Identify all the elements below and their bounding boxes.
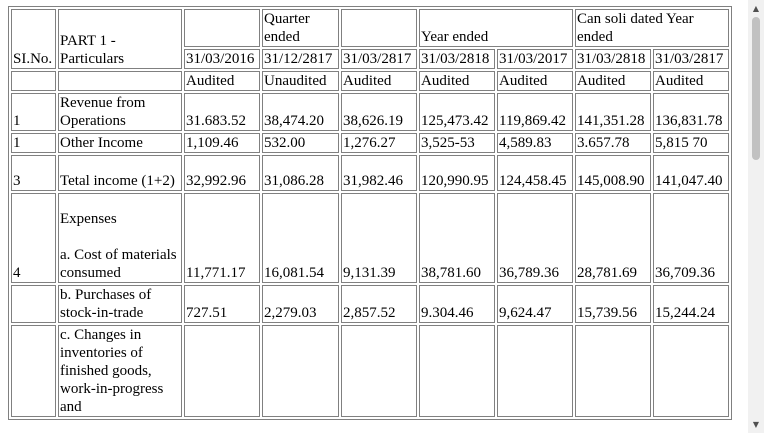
header-consolidated-year-ended: Can soli dated Year ended (575, 9, 729, 47)
value-cell: 36,789.36 (497, 193, 573, 283)
value-cell: 15,244.24 (653, 285, 729, 323)
value-cell: 119,869.42 (497, 93, 573, 131)
value-cell: 1,109.46 (184, 133, 260, 153)
value-cell: 141,351.28 (575, 93, 651, 131)
table-row: b. Purchases of stock-in-trade 727.51 2,… (11, 285, 729, 323)
value-cell: 141,047.40 (653, 155, 729, 191)
table-row: 4 Expenses a. Cost of materials consumed… (11, 193, 729, 283)
date-cell: 31/03/2016 (184, 49, 260, 69)
audit-status: Audited (575, 71, 651, 91)
value-cell (419, 325, 495, 417)
row-number: 1 (11, 133, 56, 153)
row-number-cell: 4 (11, 193, 56, 283)
value-cell: 136,831.78 (653, 93, 729, 131)
date-cell: 31/03/2817 (653, 49, 729, 69)
row-label: b. Purchases of stock-in-trade (58, 285, 182, 323)
row-label-cell: Expenses a. Cost of materials consumed (58, 193, 182, 283)
audit-status: Unaudited (262, 71, 339, 91)
value-cell: 145,008.90 (575, 155, 651, 191)
date-cell: 31/03/2818 (419, 49, 495, 69)
table-row: 3 Tetal income (1+2) 32,992.96 31,086.28… (11, 155, 729, 191)
value-cell: 1,276.27 (341, 133, 417, 153)
value-cell: 3,525-53 (419, 133, 495, 153)
date-cell: 31/12/2817 (262, 49, 339, 69)
document-viewport: SI.No. PART 1 - Particulars Quarter ende… (8, 6, 732, 420)
value-cell: 124,458.45 (497, 155, 573, 191)
value-cell (575, 325, 651, 417)
date-cell: 31/03/2817 (341, 49, 417, 69)
vertical-scrollbar[interactable]: ▲ ▼ (748, 0, 764, 433)
value-cell: 31,982.46 (341, 155, 417, 191)
row-label: Revenue from Operations (58, 93, 182, 131)
scrollbar-thumb[interactable] (752, 17, 760, 160)
value-cell: 11,771.17 (184, 193, 260, 283)
header-row-groups: SI.No. PART 1 - Particulars Quarter ende… (11, 9, 729, 69)
value-cell: 2,857.52 (341, 285, 417, 323)
date-cell: 31/03/2818 (575, 49, 651, 69)
value-cell: 32,992.96 (184, 155, 260, 191)
value-cell: 9,131.39 (341, 193, 417, 283)
value-cell: 125,473.42 (419, 93, 495, 131)
value-cell: 4,589.83 (497, 133, 573, 153)
table-row: 1 Revenue from Operations 31.683.52 38,4… (11, 93, 729, 131)
row-number: 1 (11, 93, 56, 131)
value-cell: 31.683.52 (184, 93, 260, 131)
expenses-heading: Expenses (60, 211, 117, 227)
value-cell: 120,990.95 (419, 155, 495, 191)
value-cell (653, 325, 729, 417)
value-cell: 9.304.46 (419, 285, 495, 323)
value-cell: 15,739.56 (575, 285, 651, 323)
value-cell: 2,279.03 (262, 285, 339, 323)
value-cell: 3.657.78 (575, 133, 651, 153)
value-cell: 727.51 (184, 285, 260, 323)
value-cell: 38,474.20 (262, 93, 339, 131)
value-cell (341, 325, 417, 417)
audit-status: Audited (184, 71, 260, 91)
header-empty (341, 9, 417, 47)
value-cell: 38,626.19 (341, 93, 417, 131)
value-cell: 31,086.28 (262, 155, 339, 191)
row-number (11, 325, 56, 417)
value-cell: 532.00 (262, 133, 339, 153)
row-label: a. Cost of materials consumed (60, 247, 177, 281)
value-cell: 5,815 70 (653, 133, 729, 153)
empty-cell (58, 71, 182, 91)
value-cell: 38,781.60 (419, 193, 495, 283)
header-particulars: PART 1 - Particulars (58, 9, 182, 69)
audit-status: Audited (341, 71, 417, 91)
audit-status: Audited (497, 71, 573, 91)
header-row-audit: Audited Unaudited Audited Audited Audite… (11, 71, 729, 91)
row-number (11, 285, 56, 323)
row-label: Other Income (58, 133, 182, 153)
scroll-down-arrow-icon[interactable]: ▼ (752, 420, 760, 429)
row-label: c. Changes in inventories of finished go… (58, 325, 182, 417)
value-cell: 16,081.54 (262, 193, 339, 283)
financial-results-table: SI.No. PART 1 - Particulars Quarter ende… (8, 6, 732, 420)
row-label: Tetal income (1+2) (58, 155, 182, 191)
row-number: 4 (13, 265, 21, 281)
row-number: 3 (11, 155, 56, 191)
value-cell (184, 325, 260, 417)
audit-status: Audited (653, 71, 729, 91)
audit-status: Audited (419, 71, 495, 91)
header-empty (184, 9, 260, 47)
header-year-ended: Year ended (419, 9, 573, 47)
table-row: 1 Other Income 1,109.46 532.00 1,276.27 … (11, 133, 729, 153)
header-row-dates: 31/03/2016 31/12/2817 31/03/2817 31/03/2… (11, 49, 729, 69)
date-cell: 31/03/2017 (497, 49, 573, 69)
value-cell (497, 325, 573, 417)
header-slno: SI.No. (11, 9, 56, 69)
value-cell: 36,709.36 (653, 193, 729, 283)
empty-cell (11, 71, 56, 91)
table-row: c. Changes in inventories of finished go… (11, 325, 729, 417)
value-cell: 9,624.47 (497, 285, 573, 323)
value-cell: 28,781.69 (575, 193, 651, 283)
header-quarter-ended: Quarter ended (262, 9, 339, 47)
value-cell (262, 325, 339, 417)
scroll-up-arrow-icon[interactable]: ▲ (752, 4, 760, 13)
